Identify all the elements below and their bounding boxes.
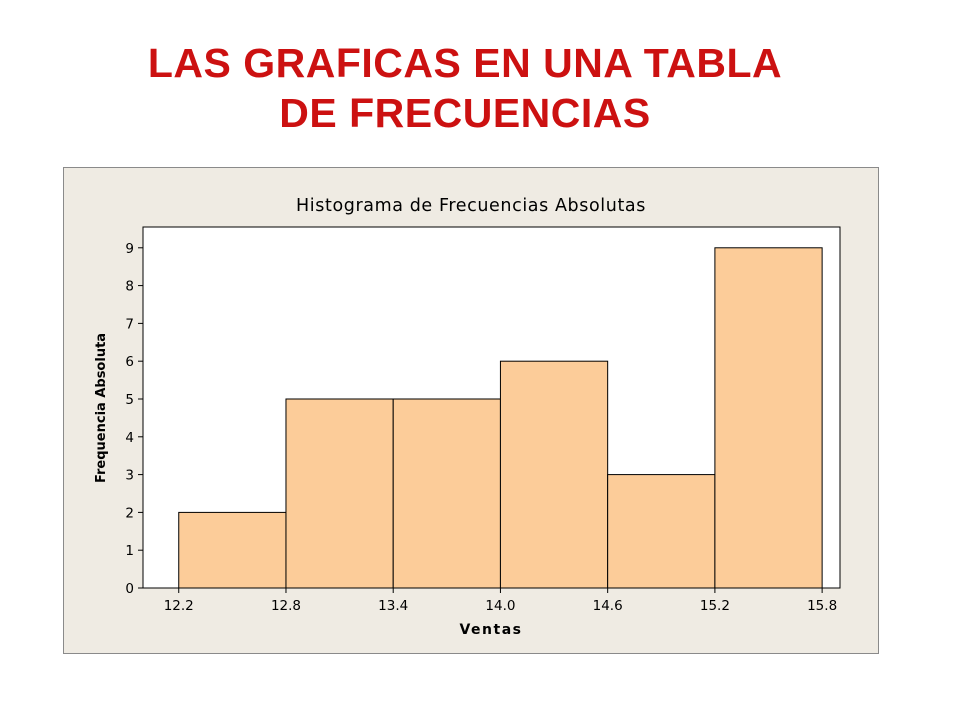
x-tick-label: 12.8 — [271, 598, 301, 614]
x-tick-label: 14.6 — [593, 598, 623, 614]
chart-title: Histograma de Frecuencias Absolutas — [296, 196, 646, 216]
y-tick-label: 3 — [125, 468, 134, 484]
y-axis: 0 1 2 3 4 5 6 7 8 9 — [125, 241, 143, 597]
x-tick-label: 14.0 — [485, 598, 515, 614]
slide-title-line-2: DE FRECUENCIAS — [279, 90, 651, 136]
histogram-bar — [607, 474, 716, 589]
x-tick-label: 12.2 — [164, 598, 194, 614]
histogram-bar — [285, 398, 394, 589]
y-tick-label: 7 — [125, 316, 134, 332]
y-tick-label: 0 — [125, 581, 134, 597]
x-axis: 12.2 12.8 13.4 14.0 14.6 15.2 15.8 — [164, 588, 837, 614]
histogram-bar — [714, 247, 823, 589]
y-tick-label: 1 — [125, 543, 134, 559]
x-tick-label: 13.4 — [378, 598, 408, 614]
y-tick-label: 6 — [125, 354, 134, 370]
histogram-bar — [392, 398, 501, 589]
y-tick-label: 8 — [125, 279, 134, 295]
histogram-svg: Histograma de Frecuencias Absolutas 0 1 2 3… — [94, 196, 841, 638]
y-tick-label: 5 — [125, 392, 134, 408]
y-tick-label: 9 — [125, 241, 134, 257]
y-tick-label: 2 — [125, 505, 134, 521]
histogram-chart: Histograma de Frecuencias Absolutas 0 1 2 3… — [63, 167, 879, 654]
x-tick-label: 15.2 — [700, 598, 730, 614]
histogram-bar — [178, 511, 287, 589]
x-axis-label: Ventas — [459, 622, 522, 638]
bars-group — [178, 247, 823, 589]
slide-title: LAS GRAFICAS EN UNA TABLA DE FRECUENCIAS — [0, 38, 930, 138]
histogram-bar — [499, 360, 609, 589]
x-tick-label: 15.8 — [807, 598, 837, 614]
y-tick-label: 4 — [125, 430, 134, 446]
slide-title-line-1: LAS GRAFICAS EN UNA TABLA — [147, 40, 783, 86]
y-axis-label: Frequencia Absoluta — [94, 333, 109, 483]
